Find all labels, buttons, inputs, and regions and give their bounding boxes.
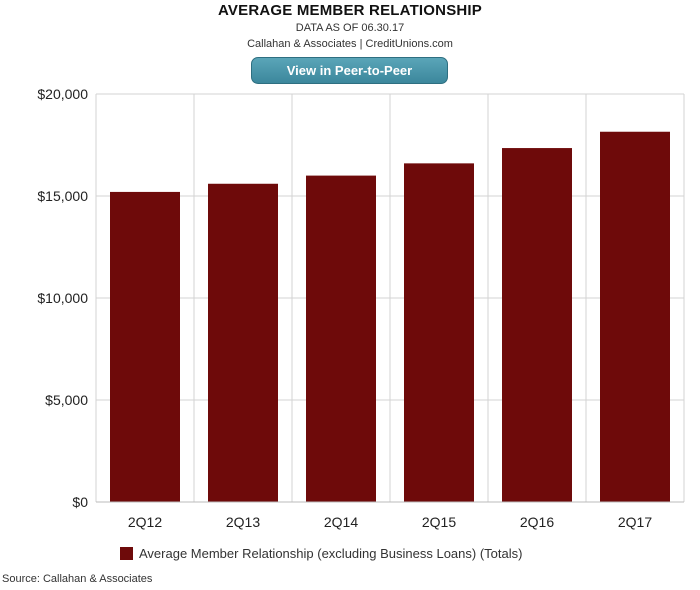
x-tick-label: 2Q14 — [324, 514, 358, 530]
y-tick-label: $20,000 — [37, 86, 88, 102]
y-tick-label: $10,000 — [37, 290, 88, 306]
legend: Average Member Relationship (excluding B… — [120, 546, 522, 561]
bar — [502, 148, 572, 502]
bar — [208, 183, 278, 502]
x-tick-label: 2Q15 — [422, 514, 456, 530]
bar — [110, 191, 180, 503]
x-tick-label: 2Q16 — [520, 514, 554, 530]
y-tick-label: $0 — [72, 494, 88, 510]
legend-swatch — [120, 547, 133, 560]
y-tick-label: $5,000 — [45, 392, 88, 408]
bar — [404, 163, 474, 503]
bar — [306, 175, 376, 502]
chart-title: AVERAGE MEMBER RELATIONSHIP — [217, 2, 483, 19]
x-tick-label: 2Q17 — [618, 514, 652, 530]
chart-credit: Callahan & Associates | CreditUnions.com — [247, 38, 453, 50]
view-in-peer-to-peer-button[interactable]: View in Peer-to-Peer — [251, 57, 448, 84]
x-tick-label: 2Q13 — [226, 514, 260, 530]
x-tick-label: 2Q12 — [128, 514, 162, 530]
bar — [600, 131, 670, 503]
y-tick-label: $15,000 — [37, 188, 88, 204]
legend-label: Average Member Relationship (excluding B… — [139, 546, 523, 561]
data-as-of: DATA AS OF 06.30.17 — [295, 22, 405, 34]
source-note: Source: Callahan & Associates — [2, 573, 153, 585]
